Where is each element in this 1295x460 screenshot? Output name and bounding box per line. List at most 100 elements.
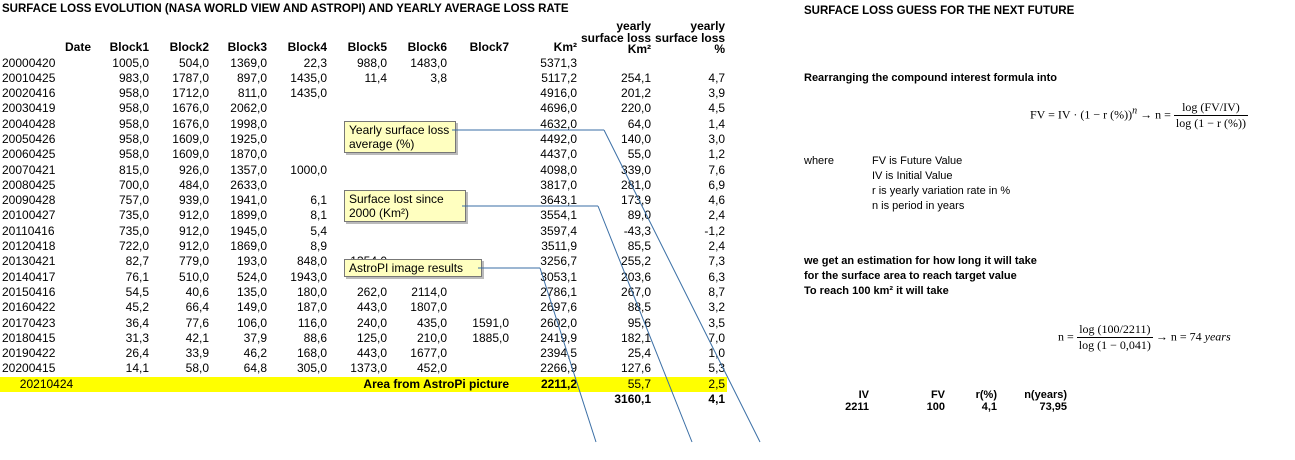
table-cell: 20020416	[2, 86, 56, 101]
table-cell: 1870,0	[230, 147, 267, 162]
table-cell: 125,0	[356, 330, 387, 345]
table-cell	[269, 117, 329, 132]
highlight-loss-km2: 55,7	[579, 376, 654, 393]
table-cell: 7,0	[708, 330, 726, 345]
table-cell: 3,8	[430, 70, 447, 85]
table-cell: 20050426	[2, 131, 56, 146]
table-cell	[653, 56, 727, 71]
table-cell: 1,4	[708, 116, 726, 131]
table-cell: 7,6	[708, 162, 726, 177]
calculation-table: IV FV r(%) n(years) 2211 100 4,1 73,95	[805, 389, 1069, 413]
table-cell: 735,0	[118, 208, 149, 223]
table-cell: 700,0	[118, 177, 149, 192]
column-header: Block2	[169, 40, 209, 55]
table-cell	[449, 300, 511, 315]
table-cell	[579, 56, 653, 71]
table-cell: 958,0	[118, 116, 149, 131]
table-cell: 5,4	[310, 223, 327, 238]
column-header: yearly surface loss Km²	[581, 19, 652, 56]
table-cell: 25,4	[627, 346, 652, 361]
table-cell: 1787,0	[172, 70, 209, 85]
table-cell: 77,6	[185, 315, 209, 330]
table-cell: 5,3	[708, 361, 726, 376]
table-cell	[269, 101, 329, 116]
table-cell: 504,0	[178, 55, 209, 70]
table-cell: 926,0	[178, 162, 209, 177]
highlight-km2: 2211,2	[511, 376, 579, 393]
table-cell: 988,0	[356, 55, 387, 70]
table-cell: 20070421	[2, 162, 56, 177]
table-cell: 3597,4	[540, 223, 577, 238]
table-cell: 1,0	[708, 346, 726, 361]
table-cell: 58,0	[185, 361, 209, 376]
table-cell	[449, 132, 511, 147]
table-cell	[329, 101, 389, 116]
table-cell: 3256,7	[540, 254, 577, 269]
table-cell: 958,0	[118, 101, 149, 116]
table-cell: 20110416	[2, 223, 55, 238]
table-cell: 240,0	[356, 315, 387, 330]
column-header: yearly surface loss %	[655, 19, 726, 56]
table-cell: 89,0	[627, 208, 652, 223]
table-cell: 3,0	[708, 131, 726, 146]
table-cell: 187,0	[296, 300, 327, 315]
table-cell: 8,7	[708, 284, 726, 299]
table-cell: 8,9	[310, 239, 327, 254]
table-cell	[269, 132, 329, 147]
table-cell: 46,2	[243, 346, 267, 361]
table-cell: 140,0	[621, 131, 652, 146]
table-cell: 912,0	[178, 208, 209, 223]
table-cell: 2697,6	[540, 300, 577, 315]
table-cell	[329, 224, 389, 239]
table-cell: 2633,0	[230, 177, 267, 192]
table-cell: 31,3	[125, 330, 149, 345]
estimate-line-3: To reach 100 km² it will take	[804, 285, 949, 297]
table-cell: 45,2	[125, 300, 149, 315]
definition-iv: IV is Initial Value	[872, 170, 953, 182]
table-cell: 37,9	[243, 330, 267, 345]
table-cell: 1998,0	[230, 116, 267, 131]
table-cell: 7,3	[708, 254, 726, 269]
table-cell: 22,3	[303, 55, 327, 70]
table-cell: 116,0	[297, 315, 327, 330]
table-cell: 4696,0	[540, 101, 577, 116]
table-cell	[389, 239, 449, 254]
table-cell: 64,0	[627, 116, 652, 131]
calc-value-n: 73,95	[1039, 401, 1067, 413]
table-cell: 6,3	[708, 269, 726, 284]
table-cell: 11,4	[364, 70, 387, 85]
table-cell	[389, 163, 449, 178]
table-row: 20110416 735,0 912,0 1945,0 5,4 3597,4 -43,3 -1…	[0, 224, 727, 239]
calc-value-r: 4,1	[981, 401, 997, 413]
table-cell: 20000420	[2, 55, 56, 70]
table-cell: 20120418	[2, 239, 56, 254]
table-cell	[449, 285, 511, 300]
highlight-date: 20210424	[0, 376, 93, 393]
table-cell: 20180415	[2, 330, 56, 345]
table-row: 20200415 14,1 58,0 64,8 305,0 1373,0 452,0 2266…	[0, 361, 727, 376]
table-cell: 182,1	[621, 330, 652, 345]
average-loss-pct: 4,1	[708, 392, 726, 407]
table-cell	[449, 86, 511, 101]
table-cell: 20040428	[2, 116, 56, 131]
table-cell: 3643,1	[540, 193, 577, 208]
highlight-label: Area from AstroPi picture	[329, 376, 511, 393]
table-cell: 3817,0	[540, 177, 577, 192]
table-cell: 88,6	[303, 330, 327, 345]
table-cell: 1369,0	[230, 55, 267, 70]
column-header: Block7	[469, 40, 509, 55]
table-cell: 1000,0	[290, 162, 327, 177]
table-cell: 1,2	[708, 147, 726, 162]
table-cell: 26,4	[125, 346, 149, 361]
table-cell: 912,0	[178, 223, 209, 238]
definition-r: r is yearly variation rate in %	[872, 185, 1011, 197]
table-cell: 1925,0	[230, 131, 267, 146]
table-cell: 20030419	[2, 101, 56, 116]
table-cell: 5117,2	[541, 70, 577, 85]
calc-header-r: r(%)	[975, 389, 997, 401]
table-cell: 20100427	[2, 208, 56, 223]
table-cell: 20140417	[2, 269, 56, 284]
table-cell: 2419,9	[540, 330, 577, 345]
table-cell	[449, 71, 511, 86]
table-cell: 210,0	[416, 330, 447, 345]
